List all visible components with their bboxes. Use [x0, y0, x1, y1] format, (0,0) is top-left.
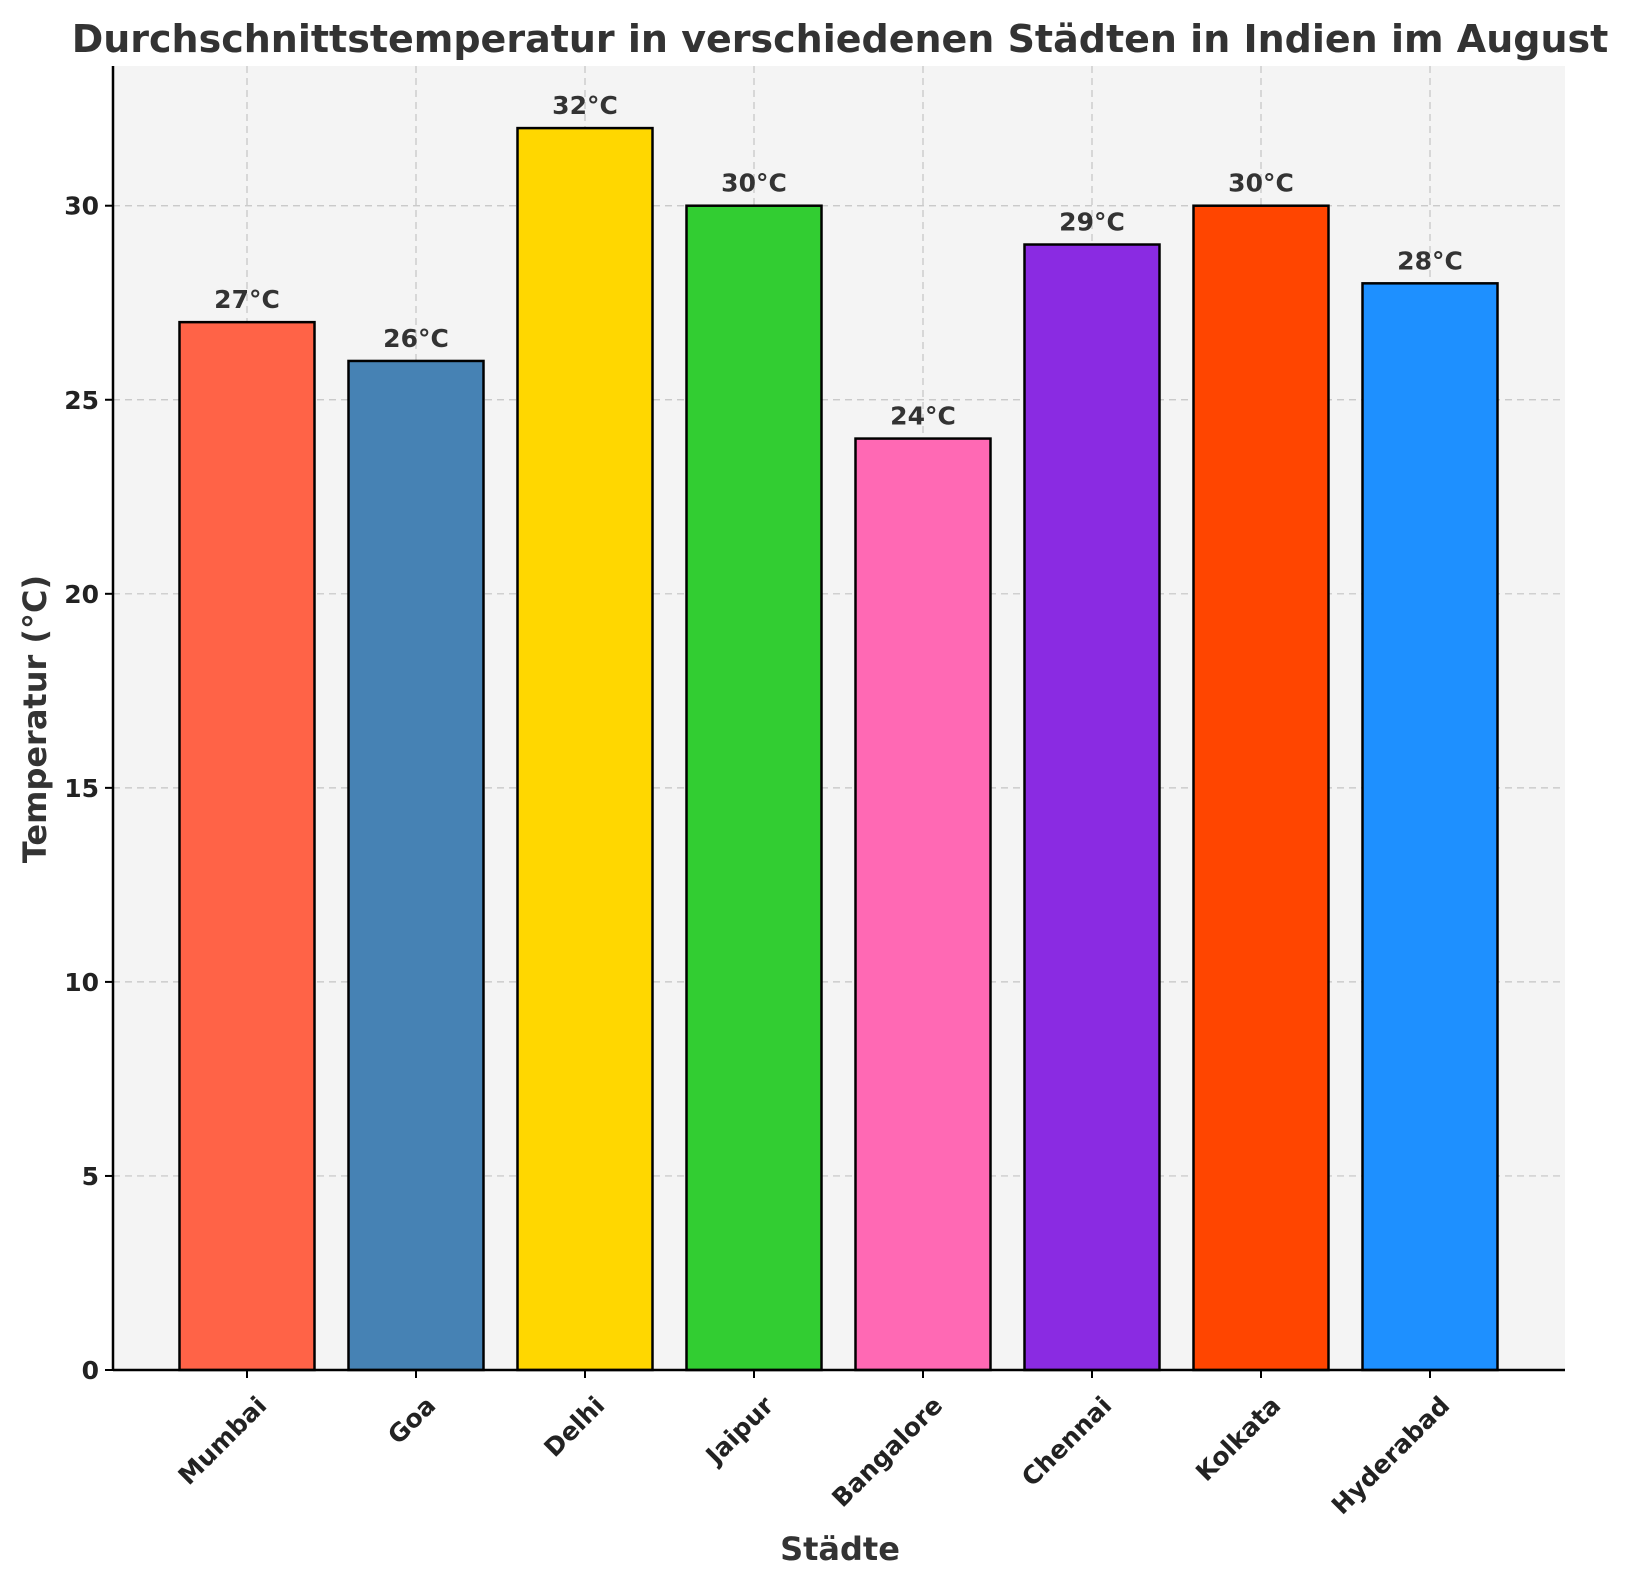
y-tick-label: 15	[64, 774, 99, 803]
axes	[111, 66, 1565, 1372]
data-label-kolkata: 30°C	[1228, 169, 1294, 198]
x-tick-label-kolkata: Kolkata	[1190, 1391, 1286, 1487]
x-tick-label-mumbai: Mumbai	[173, 1391, 273, 1491]
plot-area	[113, 66, 1565, 1370]
bar-goa	[347, 359, 485, 1372]
data-label-bangalore: 24°C	[890, 402, 956, 431]
data-label-goa: 26°C	[383, 324, 449, 353]
data-labels: 27°C 26°C 32°C 30°C 24°C 29°C 30°C 28°C	[214, 91, 1463, 430]
x-tick-label-chennai: Chennai	[1016, 1391, 1117, 1492]
bar-bangalore	[854, 437, 992, 1372]
y-tick-label: 0	[82, 1356, 99, 1385]
x-tick-label-hyderabad: Hyderabad	[1326, 1391, 1455, 1520]
x-tick-label-delhi: Delhi	[538, 1391, 610, 1463]
y-tick-label: 10	[64, 968, 99, 997]
x-tick-label-goa: Goa	[382, 1391, 441, 1450]
data-label-chennai: 29°C	[1059, 208, 1125, 237]
x-tick-label-jaipur: Jaipur	[699, 1390, 780, 1471]
bar-jaipur	[685, 204, 823, 1372]
bars	[178, 126, 1499, 1372]
y-tick-label: 30	[64, 192, 99, 221]
y-tick-label: 25	[64, 386, 99, 415]
bar-hyderabad	[1361, 282, 1499, 1372]
data-label-hyderabad: 28°C	[1397, 246, 1463, 275]
bar-kolkata	[1192, 204, 1330, 1372]
data-label-mumbai: 27°C	[214, 285, 280, 314]
chart-title: Durchschnittstemperatur in verschiedenen…	[72, 17, 1609, 61]
bar-chennai	[1023, 243, 1161, 1372]
x-axis-label: Städte	[780, 1530, 900, 1568]
x-tick-label-bangalore: Bangalore	[826, 1391, 948, 1513]
data-label-delhi: 32°C	[552, 91, 618, 120]
y-tick-label: 5	[82, 1162, 99, 1191]
bar-mumbai	[178, 320, 316, 1372]
y-axis-label: Temperatur (°C)	[16, 575, 54, 863]
bar-delhi	[516, 126, 654, 1372]
y-tick-label: 20	[64, 580, 99, 609]
data-label-jaipur: 30°C	[721, 169, 787, 198]
